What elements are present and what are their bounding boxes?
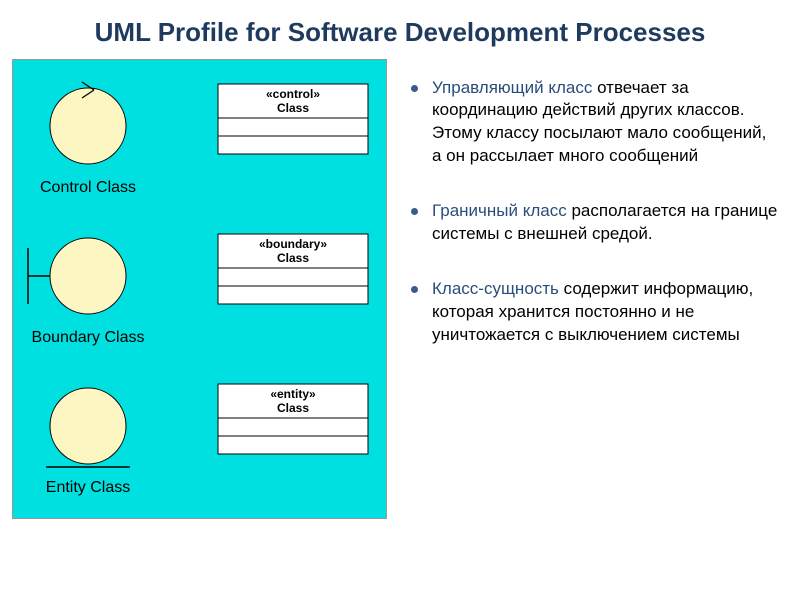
bullet-dot-icon [411,286,418,293]
bullet-body: Класс-сущность содержит информацию, кото… [432,278,778,347]
svg-text:Boundary Class: Boundary Class [32,329,145,346]
bullet-control: Управляющий класс отвечает за координаци… [411,77,778,169]
uml-diagram-panel: Control Class«control»ClassBoundary Clas… [12,59,387,519]
bullet-boundary: Граничный класс располагается на границе… [411,200,778,246]
page-title: UML Profile for Software Development Pro… [0,0,800,59]
content-row: Control Class«control»ClassBoundary Clas… [0,59,800,519]
term-control: Управляющий класс [432,78,592,97]
term-boundary: Граничный класс [432,201,567,220]
bullet-entity: Класс-сущность содержит информацию, кото… [411,278,778,347]
bullet-body: Управляющий класс отвечает за координаци… [432,77,778,169]
svg-text:«control»: «control» [266,87,320,101]
svg-text:Class: Class [277,251,309,265]
bullet-dot-icon [411,208,418,215]
svg-text:«entity»: «entity» [270,387,316,401]
bullet-body: Граничный класс располагается на границе… [432,200,778,246]
term-entity: Класс-сущность [432,279,559,298]
bullet-dot-icon [411,85,418,92]
svg-text:Class: Class [277,101,309,115]
svg-text:Control Class: Control Class [40,179,136,196]
svg-text:Entity Class: Entity Class [46,479,130,496]
text-panel: Управляющий класс отвечает за координаци… [387,59,788,519]
uml-diagram-svg: Control Class«control»ClassBoundary Clas… [13,60,388,520]
svg-text:Class: Class [277,401,309,415]
svg-text:«boundary»: «boundary» [259,237,327,251]
